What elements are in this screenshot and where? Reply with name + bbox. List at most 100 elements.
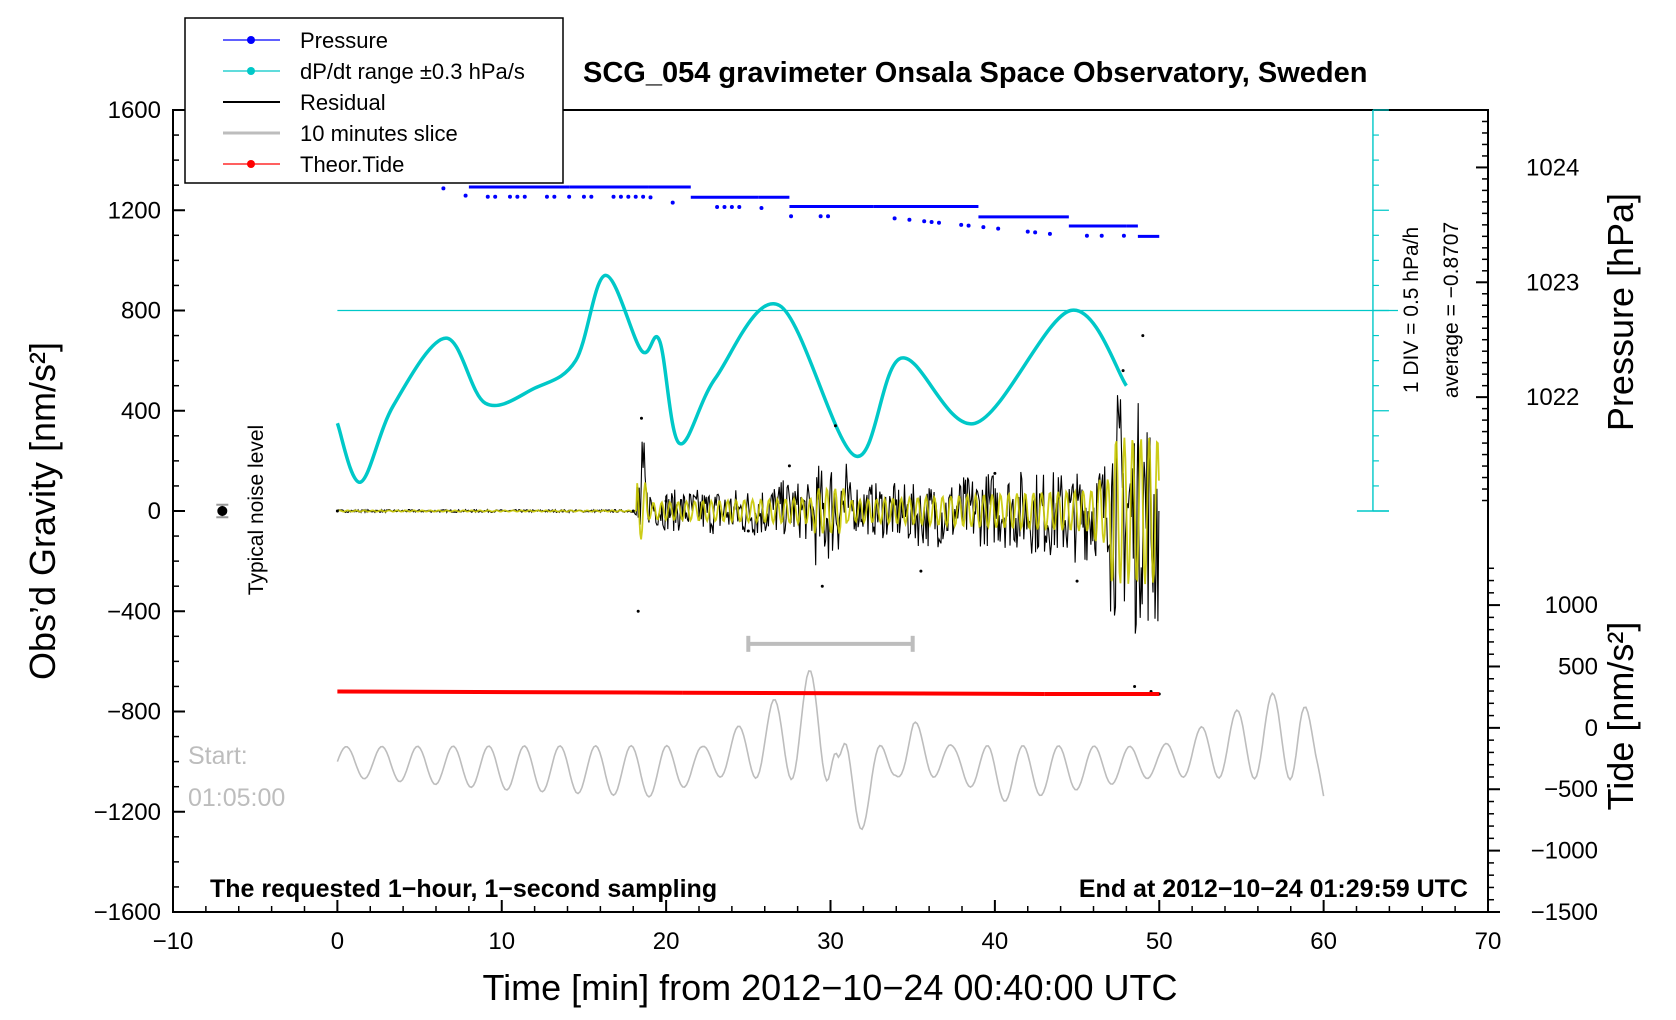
pressure-point <box>1047 231 1052 236</box>
legend-entry-tide: Theor.Tide <box>223 152 404 177</box>
pressure-tick-label: 1024 <box>1526 154 1579 181</box>
y-tick-label: −1600 <box>94 899 161 926</box>
series-layer <box>216 165 1325 831</box>
pressure-point <box>670 200 675 205</box>
legend-entry-dpdt: dP/dt range ±0.3 hPa/s <box>223 59 525 84</box>
pressure-point <box>907 217 912 222</box>
pressure-point <box>493 194 498 199</box>
residual-point <box>993 471 997 475</box>
pressure-point <box>463 193 468 198</box>
pressure-point <box>641 194 646 199</box>
y-tick-label: 1600 <box>108 97 161 124</box>
pressure-point <box>1025 229 1030 234</box>
pressure-point <box>522 194 527 199</box>
tide-tick-label: −500 <box>1544 776 1598 803</box>
x-tick-label: 30 <box>817 928 844 955</box>
residual-point <box>787 464 791 468</box>
pressure-point <box>552 194 557 199</box>
legend-marker-pressure <box>247 36 255 44</box>
legend-marker-tide <box>247 160 255 168</box>
x-tick-label: 10 <box>488 928 515 955</box>
legend-entry-slice: 10 minutes slice <box>223 121 458 146</box>
dpdt-series-line <box>335 273 1128 484</box>
tide-segment <box>682 690 1045 696</box>
legend-label-residual: Residual <box>300 90 386 115</box>
pressure-point <box>959 222 964 227</box>
pressure-point <box>981 225 986 230</box>
legend-entry-residual: Residual <box>223 90 386 115</box>
pressure-point <box>996 226 1001 231</box>
legend-entry-pressure: Pressure <box>223 28 388 53</box>
x-tick-label: 0 <box>331 928 344 955</box>
pressure-point <box>515 194 520 199</box>
residual-point <box>631 509 635 513</box>
x-tick-label: 70 <box>1475 928 1502 955</box>
axes-layer: −10 0 10 20 30 40 50 60 70 −1600 −1200 −800 −400 0 400… <box>94 97 1598 955</box>
pressure-point <box>611 194 616 199</box>
pressure-point <box>485 194 490 199</box>
pressure-point <box>1121 233 1126 238</box>
noise-level-point <box>217 506 228 516</box>
noise-level-label: Typical noise level <box>245 425 268 595</box>
legend-label-slice: 10 minutes slice <box>300 121 458 146</box>
x-axis-title: Time [min] from 2012−10−24 00:40:00 UTC <box>482 967 1177 1008</box>
slice-series-line <box>336 670 1325 831</box>
pressure-point <box>567 194 572 199</box>
legend-label-tide: Theor.Tide <box>300 152 404 177</box>
pressure-point <box>936 220 941 225</box>
legend-label-dpdt: dP/dt range ±0.3 hPa/s <box>300 59 525 84</box>
pressure-point <box>589 194 594 199</box>
pressure-point <box>441 186 446 191</box>
pressure-point <box>618 194 623 199</box>
residual-point <box>1075 579 1079 583</box>
average-label: average = −0.8707 <box>1440 222 1463 398</box>
pressure-point <box>1099 233 1104 238</box>
tide-tick-label: −1500 <box>1531 899 1598 926</box>
pressure-point <box>1084 233 1089 238</box>
pressure-point <box>892 216 897 221</box>
pressure-point <box>715 205 720 210</box>
tide-tick-label: 0 <box>1585 715 1598 742</box>
y-tick-label: −800 <box>107 699 161 726</box>
residual-point <box>746 529 750 533</box>
x-tick-label: 60 <box>1310 928 1337 955</box>
pressure-point <box>507 194 512 199</box>
legend-box <box>184 17 564 184</box>
tide-tick-label: −1000 <box>1531 838 1598 865</box>
pressure-point <box>737 205 742 210</box>
tide-tick-label: 1000 <box>1545 592 1598 619</box>
pressure-point <box>722 205 727 210</box>
pressure-point <box>929 219 934 224</box>
y-axis-title: Obs’d Gravity [nm/s²] <box>22 342 63 680</box>
residual-point <box>1133 684 1137 688</box>
pressure-point <box>581 194 586 199</box>
y-tick-label: 800 <box>121 298 161 325</box>
requested-note: The requested 1−hour, 1−second sampling <box>210 875 717 903</box>
tide-series <box>337 689 1160 696</box>
tide-tick-label: 500 <box>1558 653 1598 680</box>
y-tick-label: 0 <box>148 498 161 525</box>
residual-point <box>1121 369 1125 373</box>
x-tick-label: 20 <box>653 928 680 955</box>
end-note: End at 2012−10−24 01:29:59 UTC <box>1079 875 1468 903</box>
pressure-point <box>789 214 794 219</box>
y-tick-label: 400 <box>121 398 161 425</box>
y-tick-label: 1200 <box>108 197 161 224</box>
div-scale-label: 1 DIV = 0.5 hPa/h <box>1400 227 1423 393</box>
y-tick-label: −400 <box>107 598 161 625</box>
pressure-point <box>544 194 549 199</box>
pressure-tick-label: 1023 <box>1526 269 1579 296</box>
residual-fit-overlay <box>337 437 1160 585</box>
pressure-point <box>818 214 823 219</box>
residual-point <box>335 509 339 513</box>
pressure-axis-title: Pressure [hPa] <box>1600 193 1641 431</box>
tide-axis-title: Tide [nm/s²] <box>1600 622 1641 811</box>
pressure-point <box>922 219 927 224</box>
residual-point <box>919 569 923 573</box>
pressure-point <box>626 194 631 199</box>
legend-marker-dpdt <box>247 67 255 75</box>
residual-point <box>639 416 643 420</box>
pressure-point <box>826 214 831 219</box>
